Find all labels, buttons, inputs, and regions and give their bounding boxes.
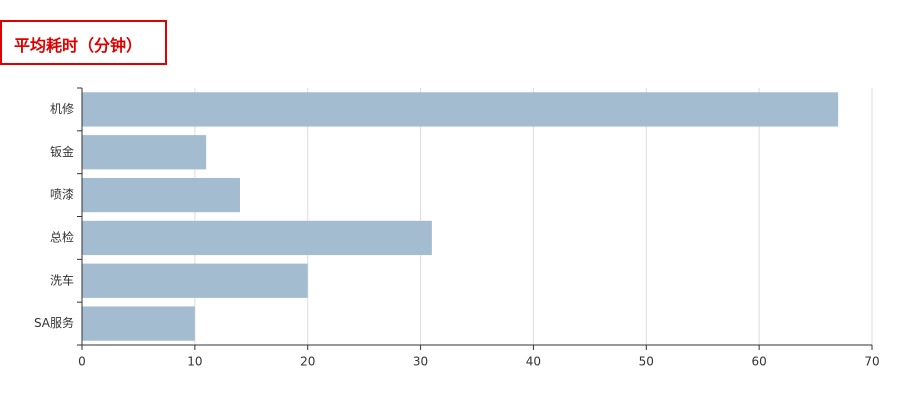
- bar: [82, 135, 207, 170]
- bar: [82, 177, 240, 213]
- title-box: 平均耗时（分钟）: [0, 20, 167, 65]
- bar: [82, 92, 839, 127]
- x-tick-label: 70: [864, 355, 879, 369]
- y-tick-label: 总检: [50, 229, 74, 244]
- bar: [82, 306, 195, 341]
- y-tick-label: 喷漆: [50, 188, 74, 202]
- y-tick-label: 洗车: [50, 272, 74, 287]
- x-tick-label: 30: [413, 355, 428, 369]
- y-tick-label: SA服务: [34, 315, 74, 330]
- x-tick-label: 50: [639, 355, 654, 369]
- bar: [82, 263, 308, 298]
- bar: [82, 220, 432, 256]
- y-tick-label: 机修: [50, 101, 74, 116]
- chart-title: 平均耗时（分钟）: [14, 36, 143, 55]
- x-tick-label: 0: [78, 355, 86, 369]
- x-tick-label: 40: [526, 355, 541, 369]
- x-tick-label: 60: [752, 355, 767, 369]
- x-tick-label: 10: [187, 355, 202, 369]
- y-tick-label: 钣金: [50, 144, 74, 159]
- x-tick-label: 20: [300, 355, 315, 369]
